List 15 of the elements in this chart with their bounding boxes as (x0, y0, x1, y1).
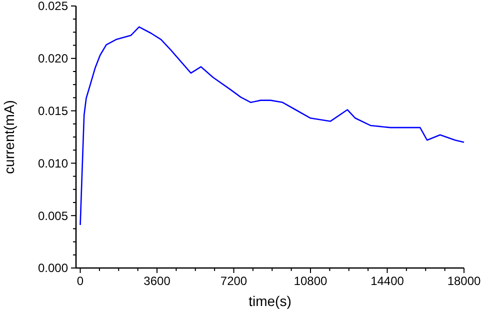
x-tick-label: 18000 (447, 274, 482, 288)
x-tick-label: 0 (76, 274, 84, 288)
line-series (80, 26, 465, 226)
y-tick-label: 0.020 (38, 52, 68, 66)
x-axis-title: time(s) (248, 293, 292, 309)
y-tick-label: 0.015 (38, 104, 68, 118)
y-tick-label: 0.025 (38, 0, 68, 14)
x-tick-label: 3600 (144, 274, 171, 288)
x-tick-label: 7200 (220, 274, 248, 288)
y-tick-label: 0.005 (38, 208, 68, 223)
y-axis-title: current(mA) (1, 100, 17, 174)
x-tick-label: 14400 (370, 274, 404, 288)
y-tick-label: 0.010 (38, 156, 68, 170)
y-tick-label: 0.000 (38, 261, 68, 276)
x-tick-label: 10800 (294, 274, 328, 288)
